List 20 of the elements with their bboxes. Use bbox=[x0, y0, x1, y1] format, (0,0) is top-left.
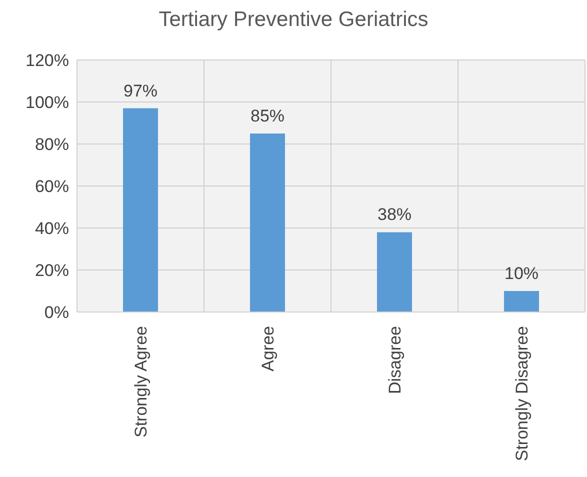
y-tick-label: 20% bbox=[34, 261, 69, 280]
y-tick-label: 100% bbox=[26, 93, 69, 112]
y-tick-label: 0% bbox=[44, 303, 69, 322]
data-label: 10% bbox=[504, 264, 539, 283]
y-tick-label: 60% bbox=[34, 177, 69, 196]
x-tick-label: Disagree bbox=[386, 326, 404, 394]
data-label: 85% bbox=[250, 106, 285, 126]
y-tick-label: 80% bbox=[34, 135, 69, 154]
y-tick-label: 120% bbox=[26, 51, 69, 70]
x-tick-label: Strongly Agree bbox=[132, 326, 150, 438]
data-label: 38% bbox=[377, 205, 412, 224]
bar bbox=[123, 108, 158, 312]
bar bbox=[377, 232, 412, 312]
chart-title: Tertiary Preventive Geriatrics bbox=[158, 8, 430, 32]
data-label: 97% bbox=[123, 81, 158, 100]
x-tick-label: Agree bbox=[258, 326, 278, 372]
bar bbox=[504, 291, 539, 312]
y-tick-label: 40% bbox=[34, 219, 69, 238]
bar bbox=[250, 134, 285, 312]
x-tick-label: Strongly Disagree bbox=[512, 326, 532, 462]
